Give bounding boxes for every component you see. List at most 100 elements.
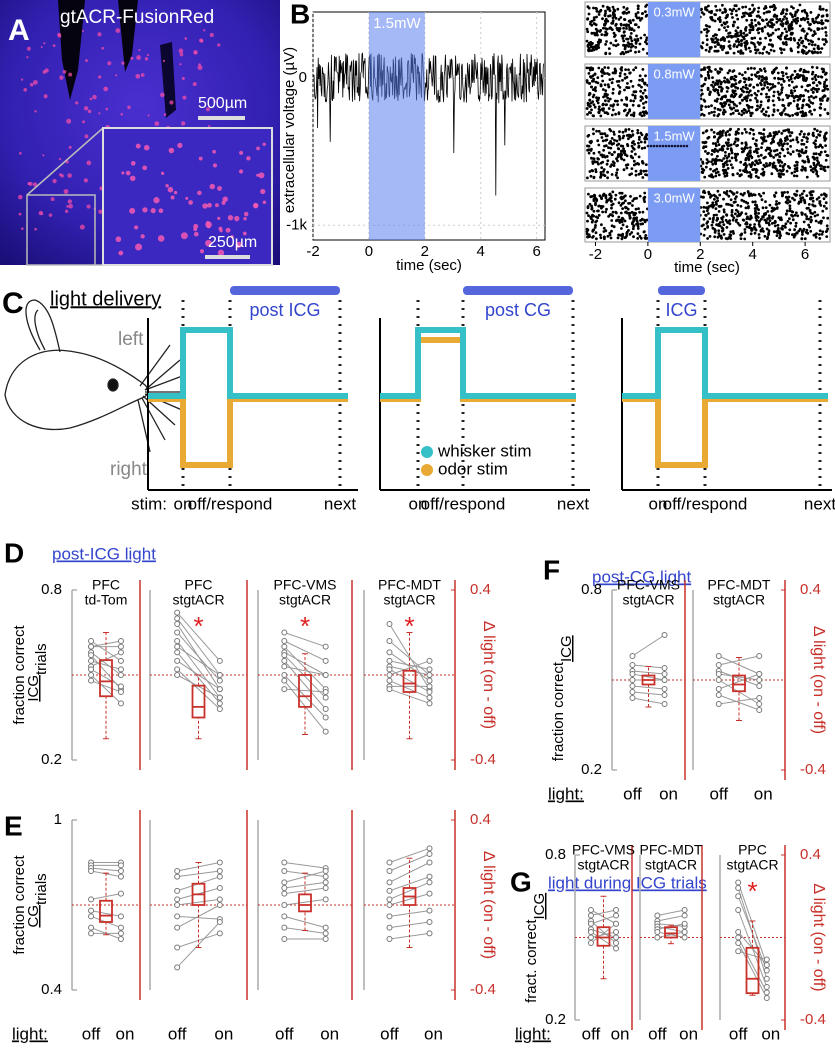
y-tick-label: 0.8 — [545, 846, 566, 863]
spike — [801, 165, 804, 169]
spike — [593, 87, 597, 91]
spike — [587, 214, 590, 218]
spike — [744, 29, 748, 32]
subplot-title: PFC-MDT — [640, 842, 703, 858]
light-level: off — [582, 1024, 601, 1043]
off-point — [174, 873, 181, 880]
spike — [704, 150, 707, 153]
spike — [633, 96, 637, 100]
spike — [639, 111, 642, 115]
spike — [729, 100, 733, 104]
spike — [591, 228, 595, 232]
spike — [592, 132, 595, 136]
spike — [787, 232, 791, 236]
spike — [713, 135, 717, 139]
spike — [641, 110, 645, 114]
x-tick-label: 6 — [532, 243, 540, 260]
spike — [804, 168, 807, 172]
spike — [780, 227, 783, 230]
spike — [708, 10, 711, 14]
spike — [780, 20, 783, 23]
spike — [597, 96, 601, 100]
light-level: off — [709, 784, 728, 803]
spike — [792, 99, 796, 103]
on-point — [322, 924, 329, 931]
spike — [711, 162, 715, 166]
spike — [639, 95, 643, 99]
spike — [763, 213, 766, 217]
on-point — [322, 728, 329, 735]
spike — [630, 42, 633, 46]
pair-line — [284, 898, 326, 906]
spike — [776, 142, 780, 145]
box — [298, 674, 312, 708]
spike — [743, 228, 747, 231]
spike — [796, 140, 800, 144]
spike — [631, 204, 634, 207]
spike — [704, 105, 708, 109]
cell — [260, 188, 266, 195]
spike — [606, 159, 610, 163]
pair-line — [718, 670, 760, 687]
spike — [786, 147, 789, 151]
y-tick-label: 0.2 — [545, 1011, 566, 1028]
cell — [52, 178, 57, 184]
cell — [34, 110, 37, 113]
spike — [786, 201, 789, 205]
spike — [730, 214, 734, 218]
spike — [622, 30, 626, 34]
spike — [711, 18, 715, 22]
spike — [738, 223, 741, 227]
spike — [636, 222, 640, 226]
spike — [637, 141, 640, 145]
spike — [805, 14, 809, 18]
spike — [612, 31, 616, 35]
cell — [107, 61, 112, 66]
spike — [795, 174, 799, 178]
on-point — [117, 890, 124, 897]
spike — [610, 81, 614, 85]
spike — [706, 201, 709, 205]
spike — [626, 41, 630, 44]
spike — [710, 128, 713, 132]
spike — [602, 194, 605, 197]
spike — [641, 12, 644, 16]
off-point — [654, 929, 661, 935]
pair-line — [389, 876, 430, 892]
spike — [620, 98, 624, 102]
spike — [758, 16, 762, 19]
spike — [643, 137, 647, 141]
spike — [772, 49, 776, 53]
spike — [773, 224, 777, 228]
spike — [652, 144, 656, 148]
spike — [632, 29, 636, 32]
subplot-title: stgtACR — [279, 592, 331, 608]
pair-line — [176, 646, 221, 676]
spike — [791, 196, 794, 200]
y-axis-label: CG — [25, 905, 42, 928]
spike — [711, 142, 715, 145]
spike — [737, 112, 741, 115]
spike — [784, 112, 787, 116]
cell — [27, 182, 31, 186]
spike — [784, 12, 788, 16]
spike — [622, 5, 626, 9]
spike — [623, 72, 627, 76]
cell — [18, 194, 23, 200]
panel-label: D — [4, 537, 24, 568]
off-point — [174, 887, 181, 894]
spike — [615, 26, 619, 30]
spike — [722, 112, 725, 116]
y2-axis-label: Δ light (on - off) — [480, 621, 497, 729]
spike — [767, 223, 771, 227]
spike — [714, 36, 718, 40]
cell — [147, 114, 150, 117]
cell — [146, 54, 150, 57]
on-point — [763, 967, 770, 974]
spike — [611, 87, 615, 91]
cell — [177, 142, 183, 149]
spike — [744, 157, 748, 160]
spike — [618, 219, 622, 223]
spike — [618, 86, 622, 89]
spike — [765, 18, 768, 21]
